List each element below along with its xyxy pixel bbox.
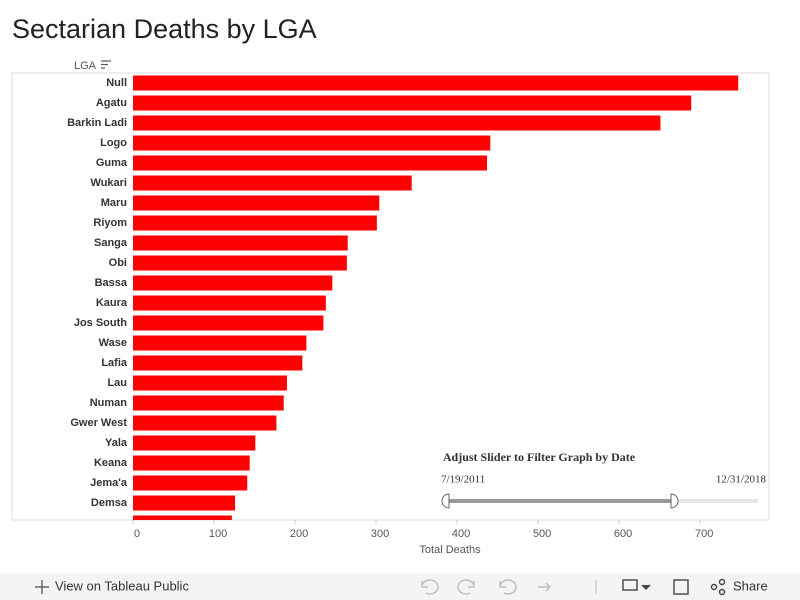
bar bbox=[133, 115, 661, 131]
bar bbox=[133, 135, 491, 151]
bar bbox=[133, 415, 277, 431]
revert-button[interactable] bbox=[499, 579, 517, 595]
slider-title: Adjust Slider to Filter Graph by Date bbox=[443, 450, 636, 464]
bar bbox=[133, 315, 324, 331]
bar bbox=[133, 355, 303, 371]
category-label: Lafia bbox=[101, 357, 128, 369]
category-label: Demsa bbox=[91, 497, 128, 509]
x-tick-label: 400 bbox=[452, 528, 470, 540]
category-label: Yala bbox=[105, 437, 128, 449]
x-tick-label: 500 bbox=[533, 528, 551, 540]
bar bbox=[133, 475, 248, 491]
download-menu[interactable] bbox=[641, 584, 651, 590]
date-slider[interactable]: Adjust Slider to Filter Graph by Date 7/… bbox=[441, 450, 767, 509]
category-label: Guma bbox=[96, 157, 128, 169]
bar bbox=[133, 195, 380, 211]
category-label: Keana bbox=[94, 457, 128, 469]
slider-range bbox=[449, 499, 671, 503]
chart-title: Sectarian Deaths by LGA bbox=[12, 14, 317, 44]
slider-handle[interactable] bbox=[441, 493, 450, 509]
category-label: Maru bbox=[101, 197, 127, 209]
fullscreen-button[interactable] bbox=[673, 579, 689, 595]
category-label: Kaura bbox=[96, 297, 128, 309]
bar bbox=[133, 95, 692, 111]
category-label: Obi bbox=[109, 257, 127, 269]
x-tick-label: 100 bbox=[209, 528, 227, 540]
bar bbox=[133, 155, 488, 171]
category-label: Numan bbox=[90, 397, 128, 409]
toolbar bbox=[0, 573, 800, 600]
category-label: Bassa bbox=[95, 277, 128, 289]
bar bbox=[133, 75, 739, 91]
bar bbox=[133, 435, 256, 451]
plot-frame bbox=[11, 72, 770, 521]
share-button[interactable]: Share bbox=[733, 578, 768, 593]
slider-handle[interactable] bbox=[670, 493, 679, 509]
refresh-button[interactable] bbox=[538, 582, 551, 592]
x-tick-label: 200 bbox=[290, 528, 308, 540]
category-label: Null bbox=[106, 77, 127, 89]
bar bbox=[133, 495, 236, 511]
download-button[interactable] bbox=[622, 579, 638, 591]
category-label: Barkin Ladi bbox=[67, 117, 127, 129]
category-label: Logo bbox=[100, 137, 127, 149]
undo-button[interactable] bbox=[421, 579, 439, 595]
category-header[interactable]: LGA bbox=[74, 60, 97, 72]
slider-start: 7/19/2011 bbox=[441, 474, 485, 486]
redo-button[interactable] bbox=[457, 579, 475, 595]
share-icon[interactable] bbox=[710, 578, 726, 596]
sort-icon[interactable] bbox=[101, 60, 111, 69]
category-label: Jos South bbox=[74, 317, 127, 329]
x-axis-title: Total Deaths bbox=[419, 544, 481, 556]
x-tick-label: 300 bbox=[371, 528, 389, 540]
category-label: Sanga bbox=[94, 237, 128, 249]
bar bbox=[133, 275, 333, 291]
tableau-icon[interactable] bbox=[35, 580, 49, 594]
bar bbox=[133, 175, 412, 191]
category-label: Agatu bbox=[96, 97, 127, 109]
category-label: Lau bbox=[107, 377, 127, 389]
view-link[interactable]: View on Tableau Public bbox=[55, 578, 189, 593]
x-tick-label: 600 bbox=[614, 528, 632, 540]
bar bbox=[133, 255, 347, 271]
category-label: Jema'a bbox=[90, 477, 128, 489]
bar bbox=[133, 235, 348, 251]
category-label: Wukari bbox=[91, 177, 127, 189]
bar bbox=[133, 295, 326, 311]
bar bbox=[133, 515, 232, 520]
bar bbox=[133, 335, 307, 351]
bar bbox=[133, 215, 377, 231]
x-tick-label: 700 bbox=[695, 528, 713, 540]
bar bbox=[133, 455, 250, 471]
bar bbox=[133, 395, 284, 411]
category-label: Wase bbox=[99, 337, 127, 349]
x-tick-label: 0 bbox=[134, 528, 140, 540]
category-label: Gwer West bbox=[70, 417, 127, 429]
slider-end: 12/31/2018 bbox=[716, 474, 767, 486]
bar bbox=[133, 375, 287, 391]
category-label: Riyom bbox=[93, 217, 127, 229]
